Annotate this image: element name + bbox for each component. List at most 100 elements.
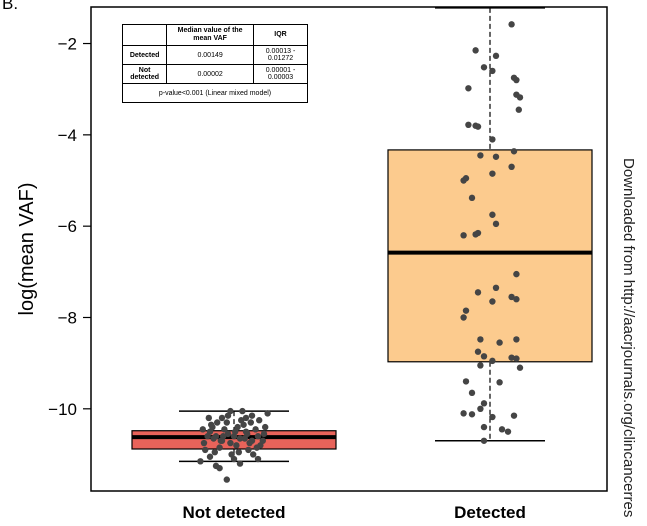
y-tick-label: −4 xyxy=(58,126,77,145)
data-point xyxy=(235,448,242,456)
data-point xyxy=(477,405,484,413)
data-point xyxy=(221,426,228,433)
data-point xyxy=(264,410,271,417)
data-point xyxy=(200,439,208,447)
data-point xyxy=(462,307,470,314)
data-point xyxy=(256,417,263,424)
data-point xyxy=(239,407,246,415)
data-point xyxy=(468,389,476,397)
data-point xyxy=(460,314,467,321)
y-tick-label: −8 xyxy=(58,308,77,327)
data-point xyxy=(513,76,520,84)
data-point xyxy=(211,448,218,456)
data-point xyxy=(492,284,500,292)
data-point xyxy=(259,437,266,444)
data-point xyxy=(489,67,496,75)
stats-table-row: Not detected 0.00002 0.00001 - 0.00003 xyxy=(121,64,308,84)
data-point xyxy=(508,354,515,361)
data-point xyxy=(223,476,230,483)
data-point xyxy=(513,336,520,343)
plot-frame xyxy=(90,6,608,492)
data-point xyxy=(480,423,488,431)
data-point xyxy=(513,296,520,303)
stats-row-group: Not detected xyxy=(121,64,168,84)
data-point xyxy=(489,170,496,177)
data-point xyxy=(492,220,500,228)
data-point xyxy=(462,378,470,385)
stats-row-group: Detected xyxy=(121,45,168,65)
data-point xyxy=(496,379,503,386)
stats-row-iqr: 0.00001 - 0.00003 xyxy=(253,64,308,84)
data-point xyxy=(197,458,204,465)
data-point xyxy=(460,410,467,417)
data-point xyxy=(513,355,520,362)
stats-footer: p-value<0.001 (Linear mixed model) xyxy=(122,83,308,103)
data-point xyxy=(492,52,500,60)
stats-table-row: Detected 0.00149 0.00013 - 0.01272 xyxy=(121,45,308,65)
data-point xyxy=(233,442,240,449)
data-point xyxy=(242,414,250,422)
data-point xyxy=(477,336,484,343)
data-point xyxy=(480,353,488,360)
data-point xyxy=(216,464,223,472)
data-point xyxy=(516,364,524,371)
data-point xyxy=(496,339,503,346)
stats-table-footer-row: p-value<0.001 (Linear mixed model) xyxy=(122,83,308,103)
data-point xyxy=(465,121,472,129)
y-axis-label: log(mean VAF) xyxy=(16,182,38,315)
data-point xyxy=(515,106,522,113)
data-point xyxy=(252,426,259,433)
data-point xyxy=(474,289,482,296)
data-point xyxy=(232,428,239,435)
data-point xyxy=(474,348,482,355)
data-point xyxy=(202,446,209,454)
data-point xyxy=(246,439,253,447)
stats-table-header-row: Median value of the mean VAF IQR xyxy=(121,24,308,46)
data-point xyxy=(468,411,476,418)
data-point xyxy=(510,148,518,155)
data-point xyxy=(227,407,234,415)
data-point xyxy=(224,430,232,438)
data-point xyxy=(208,421,215,428)
data-point xyxy=(199,426,206,433)
data-point xyxy=(218,414,226,422)
data-point xyxy=(477,362,484,369)
download-watermark: Downloaded from http://aacrjournals.org/… xyxy=(620,158,637,518)
data-point xyxy=(262,423,269,431)
data-point xyxy=(230,455,238,463)
data-point xyxy=(460,177,467,184)
data-point xyxy=(516,94,524,101)
x-category-label: Not detected xyxy=(183,503,286,522)
data-point xyxy=(489,413,496,421)
data-point xyxy=(244,430,251,438)
data-point xyxy=(468,194,476,202)
data-point xyxy=(253,444,260,451)
data-point xyxy=(489,357,496,365)
data-point xyxy=(472,231,479,238)
data-point xyxy=(474,123,482,130)
data-point xyxy=(489,136,496,143)
y-tick-label: −2 xyxy=(58,35,77,54)
data-point xyxy=(480,437,488,444)
stats-header-group xyxy=(121,24,168,46)
data-point xyxy=(480,400,488,407)
stats-header-iqr: IQR xyxy=(253,24,308,46)
data-point xyxy=(238,417,245,424)
stats-header-median: Median value of the mean VAF xyxy=(166,24,255,46)
y-tick-label: −6 xyxy=(58,217,77,236)
data-point xyxy=(508,293,515,301)
data-point xyxy=(472,47,479,54)
data-point xyxy=(477,152,484,159)
data-point xyxy=(214,419,221,426)
data-point xyxy=(498,426,506,433)
data-point xyxy=(247,419,254,426)
panel-label: B. xyxy=(2,0,19,13)
data-point xyxy=(480,64,488,71)
x-category-label: Detected xyxy=(454,503,526,522)
data-point xyxy=(236,460,244,467)
data-point xyxy=(508,21,515,28)
data-point xyxy=(216,444,223,451)
data-point xyxy=(492,153,500,160)
data-point xyxy=(508,163,515,171)
